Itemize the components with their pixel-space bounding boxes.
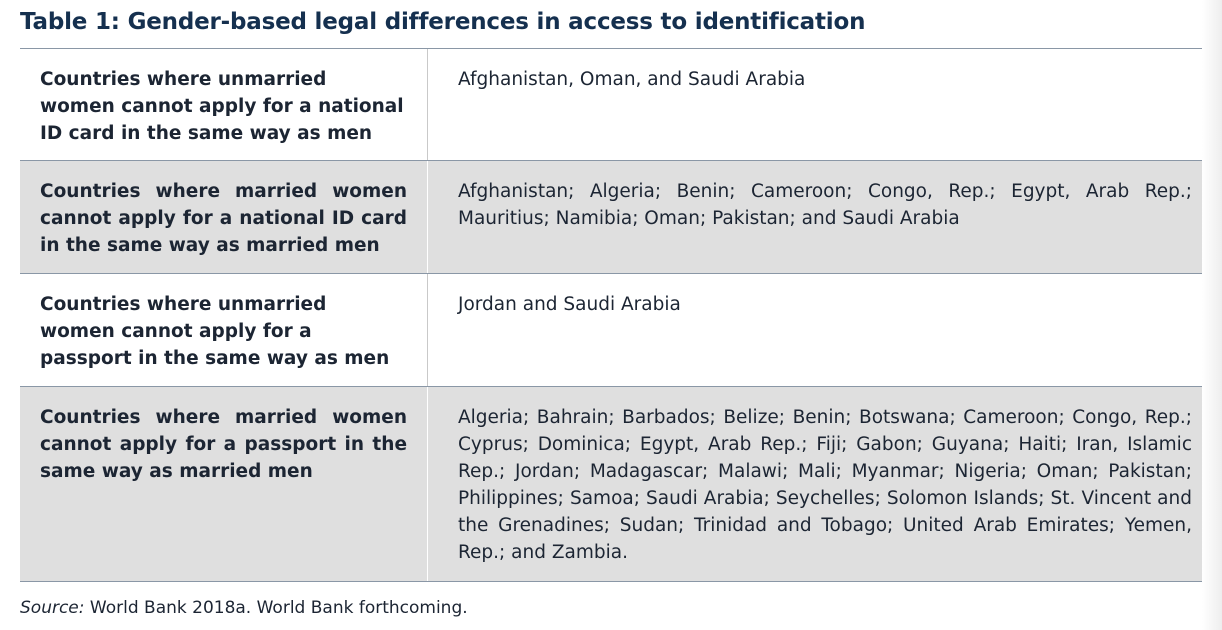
row-countries: Jordan and Saudi Arabia <box>458 294 681 315</box>
page-edge-shadow <box>1202 0 1222 630</box>
row-label: Countries where married women cannot app… <box>20 387 428 581</box>
row-label: Countries where unmarried women cannot a… <box>20 49 428 160</box>
table-row: Countries where married women cannot app… <box>20 161 1202 274</box>
row-countries: Afghanistan; Algeria; Benin; Cameroon; C… <box>458 181 1192 229</box>
table-row: Countries where unmarried women cannot a… <box>20 274 1202 387</box>
source-text: World Bank 2018a. World Bank forthcoming… <box>84 598 468 618</box>
source-note: Source: World Bank 2018a. World Bank for… <box>20 598 1202 618</box>
row-countries: Algeria; Bahrain; Barbados; Belize; Beni… <box>458 407 1192 563</box>
table-row: Countries where unmarried women cannot a… <box>20 49 1202 161</box>
document: Table 1: Gender-based legal differences … <box>20 0 1202 618</box>
table-row: Countries where married women cannot app… <box>20 387 1202 582</box>
row-label: Countries where married women cannot app… <box>20 161 428 273</box>
identification-table: Countries where unmarried women cannot a… <box>20 48 1202 582</box>
source-label: Source: <box>20 598 85 618</box>
table-title: Table 1: Gender-based legal differences … <box>20 9 866 35</box>
row-countries: Afghanistan, Oman, and Saudi Arabia <box>458 69 806 90</box>
row-label: Countries where unmarried women cannot a… <box>20 274 428 386</box>
